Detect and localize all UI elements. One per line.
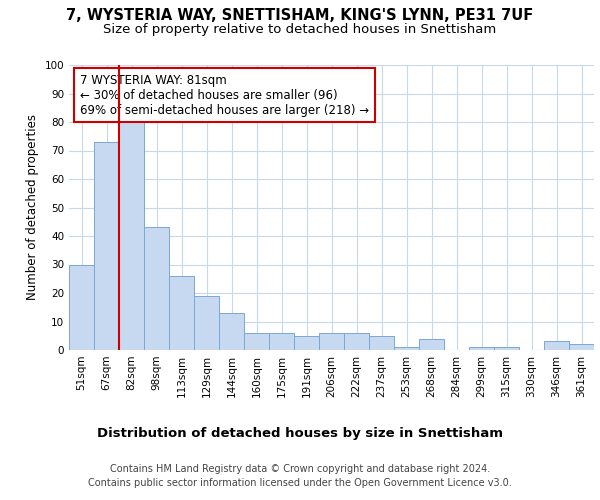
Text: Contains HM Land Registry data © Crown copyright and database right 2024.: Contains HM Land Registry data © Crown c… bbox=[110, 464, 490, 474]
Text: 7 WYSTERIA WAY: 81sqm
← 30% of detached houses are smaller (96)
69% of semi-deta: 7 WYSTERIA WAY: 81sqm ← 30% of detached … bbox=[79, 74, 368, 116]
Bar bbox=[369, 336, 394, 350]
Bar bbox=[394, 347, 419, 350]
Bar bbox=[419, 338, 444, 350]
Text: Size of property relative to detached houses in Snettisham: Size of property relative to detached ho… bbox=[103, 22, 497, 36]
Bar bbox=[544, 342, 569, 350]
Bar bbox=[244, 333, 269, 350]
Bar bbox=[144, 228, 169, 350]
Bar bbox=[94, 142, 119, 350]
Bar bbox=[69, 264, 94, 350]
Bar bbox=[119, 122, 144, 350]
Text: Contains public sector information licensed under the Open Government Licence v3: Contains public sector information licen… bbox=[88, 478, 512, 488]
Y-axis label: Number of detached properties: Number of detached properties bbox=[26, 114, 39, 300]
Bar bbox=[344, 333, 369, 350]
Bar bbox=[294, 336, 319, 350]
Bar bbox=[269, 333, 294, 350]
Bar bbox=[219, 313, 244, 350]
Bar bbox=[169, 276, 194, 350]
Text: 7, WYSTERIA WAY, SNETTISHAM, KING'S LYNN, PE31 7UF: 7, WYSTERIA WAY, SNETTISHAM, KING'S LYNN… bbox=[67, 8, 533, 22]
Text: Distribution of detached houses by size in Snettisham: Distribution of detached houses by size … bbox=[97, 428, 503, 440]
Bar bbox=[494, 347, 519, 350]
Bar bbox=[194, 296, 219, 350]
Bar bbox=[469, 347, 494, 350]
Bar bbox=[319, 333, 344, 350]
Bar bbox=[569, 344, 594, 350]
